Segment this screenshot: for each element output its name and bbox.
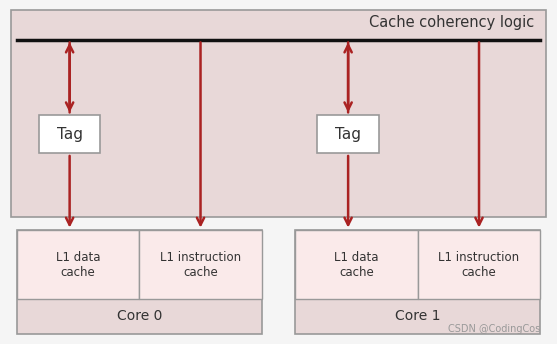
Text: Core 1: Core 1 xyxy=(395,310,441,323)
Text: L1 instruction
cache: L1 instruction cache xyxy=(438,251,520,279)
Text: L1 instruction
cache: L1 instruction cache xyxy=(160,251,241,279)
Bar xyxy=(139,230,262,299)
Text: Cache coherency logic: Cache coherency logic xyxy=(369,15,535,30)
Bar xyxy=(11,10,546,217)
Bar xyxy=(295,230,418,299)
Text: Tag: Tag xyxy=(335,127,361,142)
Text: L1 data
cache: L1 data cache xyxy=(56,251,100,279)
Text: Tag: Tag xyxy=(57,127,82,142)
Text: L1 data
cache: L1 data cache xyxy=(334,251,379,279)
Text: Core 0: Core 0 xyxy=(116,310,162,323)
Bar xyxy=(17,230,139,299)
Bar xyxy=(418,230,540,299)
Bar xyxy=(317,115,379,153)
Bar xyxy=(295,230,540,334)
Bar xyxy=(39,115,100,153)
Bar xyxy=(17,230,262,334)
Text: CSDN @CodingCos: CSDN @CodingCos xyxy=(448,324,540,334)
